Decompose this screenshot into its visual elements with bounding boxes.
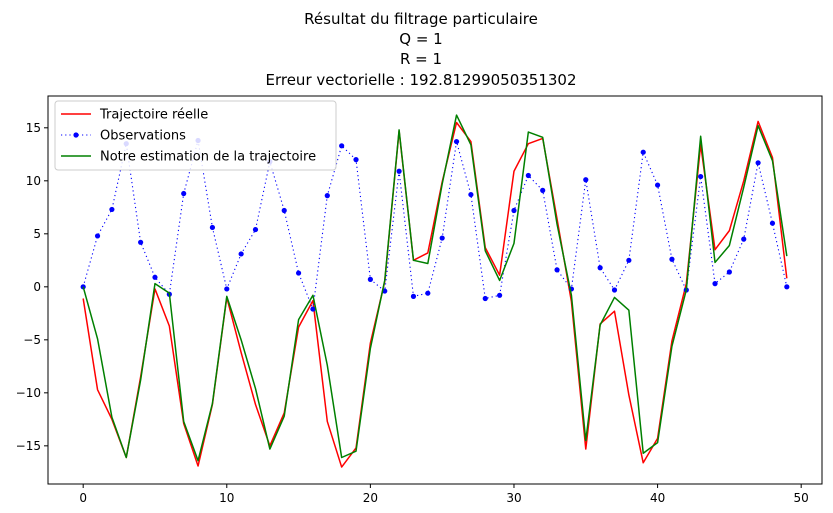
series-1-point <box>755 160 761 166</box>
x-tick-label: 20 <box>363 491 378 505</box>
series-1-point <box>425 290 431 296</box>
series-1-point <box>669 256 675 262</box>
series-1-point <box>554 267 560 273</box>
chart-title: Résultat du filtrage particulaire Q = 1 … <box>265 10 576 89</box>
series-1-point <box>726 269 732 275</box>
title-line-1: Résultat du filtrage particulaire <box>304 10 538 28</box>
y-tick-label: 0 <box>33 280 41 294</box>
series-1-point <box>611 287 618 293</box>
series-1-point <box>209 224 216 231</box>
series-1-point <box>712 281 718 287</box>
series-1-point <box>525 172 531 179</box>
x-tick-label: 30 <box>506 491 521 505</box>
series-1-point <box>324 193 330 199</box>
series-1-point <box>468 191 474 198</box>
series-1-point <box>109 206 115 213</box>
legend-label-0: Trajectoire réelle <box>99 108 208 123</box>
y-axis: −15 −10 −5 0 5 10 15 <box>16 121 48 453</box>
series-1-point <box>152 274 158 280</box>
series-1-point <box>640 149 646 155</box>
series-1-point <box>353 157 359 163</box>
series-1-point <box>439 235 445 241</box>
legend-label-2: Notre estimation de la trajectoire <box>100 150 316 165</box>
y-tick-label: 15 <box>26 121 41 135</box>
y-tick-label: −5 <box>23 333 41 347</box>
x-tick-label: 40 <box>650 491 665 505</box>
y-tick-label: −10 <box>16 386 41 400</box>
plot-frame <box>47 95 823 485</box>
series-1-point <box>453 138 460 145</box>
x-tick-label: 10 <box>219 491 234 505</box>
title-line-4: Erreur vectorielle : 192.81299050351302 <box>265 71 576 89</box>
legend-marker-1 <box>73 132 79 138</box>
series-1-point <box>511 207 517 214</box>
series-1-point <box>281 207 287 214</box>
series-1-point <box>540 187 546 193</box>
series-line-2 <box>82 114 788 462</box>
series-1-point <box>367 276 373 282</box>
series-1-point <box>252 226 259 233</box>
series-1-point <box>295 270 302 276</box>
series-1-point <box>138 239 144 245</box>
series-1-point <box>396 168 402 174</box>
series-1-point <box>497 292 503 298</box>
series-1-point <box>224 286 230 292</box>
series-1-point <box>698 173 704 180</box>
y-tick-label: 5 <box>33 227 41 241</box>
series-1-point <box>310 306 316 312</box>
legend-label-1: Observations <box>100 129 186 144</box>
title-line-2: Q = 1 <box>399 30 442 48</box>
series-1-point <box>654 182 661 188</box>
series-1-point <box>181 190 187 197</box>
title-line-3: R = 1 <box>400 50 442 68</box>
series-1-point <box>583 177 589 183</box>
y-tick-label: 10 <box>26 174 41 188</box>
series-1-point <box>597 265 603 271</box>
x-tick-label: 50 <box>794 491 809 505</box>
series-1-point <box>784 284 790 290</box>
series-1-point <box>339 143 345 149</box>
series-1-point <box>769 220 776 226</box>
series-1-point <box>410 293 417 299</box>
x-axis: 0 10 20 30 40 50 <box>79 484 809 505</box>
series-1-point <box>741 236 747 242</box>
series-1-point <box>238 251 244 257</box>
series-1-point <box>94 233 101 239</box>
series-1-point <box>626 257 632 263</box>
legend: Trajectoire réelle Observations Notre esti… <box>54 100 337 171</box>
series-1-point <box>482 295 488 302</box>
series-line-0 <box>82 120 788 468</box>
x-tick-label: 0 <box>79 491 87 505</box>
legend-box <box>54 100 337 171</box>
y-tick-label: −15 <box>16 439 41 453</box>
